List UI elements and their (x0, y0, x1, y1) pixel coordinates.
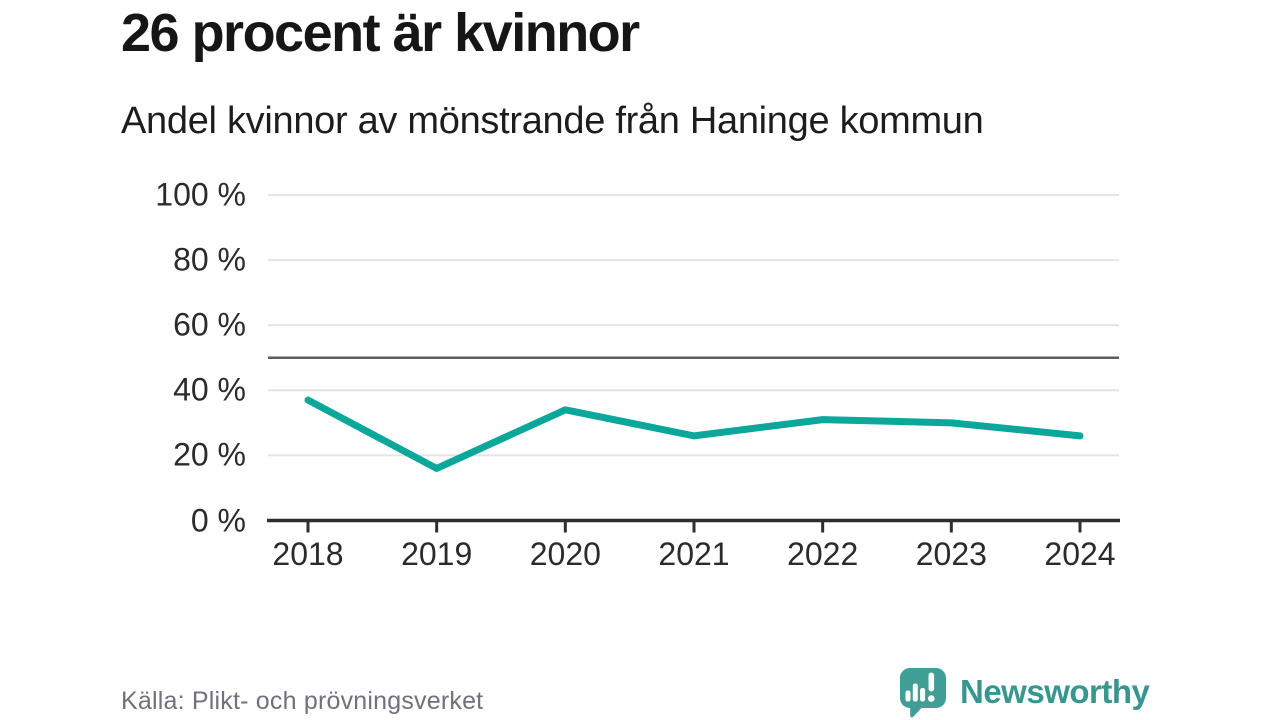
y-axis-label: 100 % (155, 176, 246, 213)
y-axis-label: 0 % (190, 502, 246, 538)
x-axis-label: 2023 (915, 536, 987, 572)
y-axis-label: 20 % (173, 436, 246, 473)
x-axis-label: 2020 (529, 536, 601, 572)
y-axis-label: 40 % (173, 371, 246, 408)
newsworthy-logo-icon (900, 668, 946, 718)
x-axis-label: 2021 (658, 536, 730, 572)
source-note: Källa: Plikt- och prövningsverket (121, 687, 484, 715)
x-axis-label: 2018 (272, 536, 344, 572)
y-axis-label: 60 % (173, 306, 246, 343)
x-axis-label: 2019 (401, 536, 473, 572)
newsworthy-logo: Newsworthy (897, 665, 1150, 719)
chart-subtitle: Andel kvinnor av mönstrande från Haninge… (121, 100, 984, 142)
x-axis-label: 2022 (787, 536, 859, 572)
y-axis-label: 80 % (173, 241, 246, 278)
chart-title: 26 procent är kvinnor (121, 3, 640, 63)
newsworthy-logo-text: Newsworthy (960, 673, 1150, 710)
data-line-andel-kvinnor (304, 396, 1084, 472)
x-axis-label: 2024 (1044, 536, 1116, 572)
